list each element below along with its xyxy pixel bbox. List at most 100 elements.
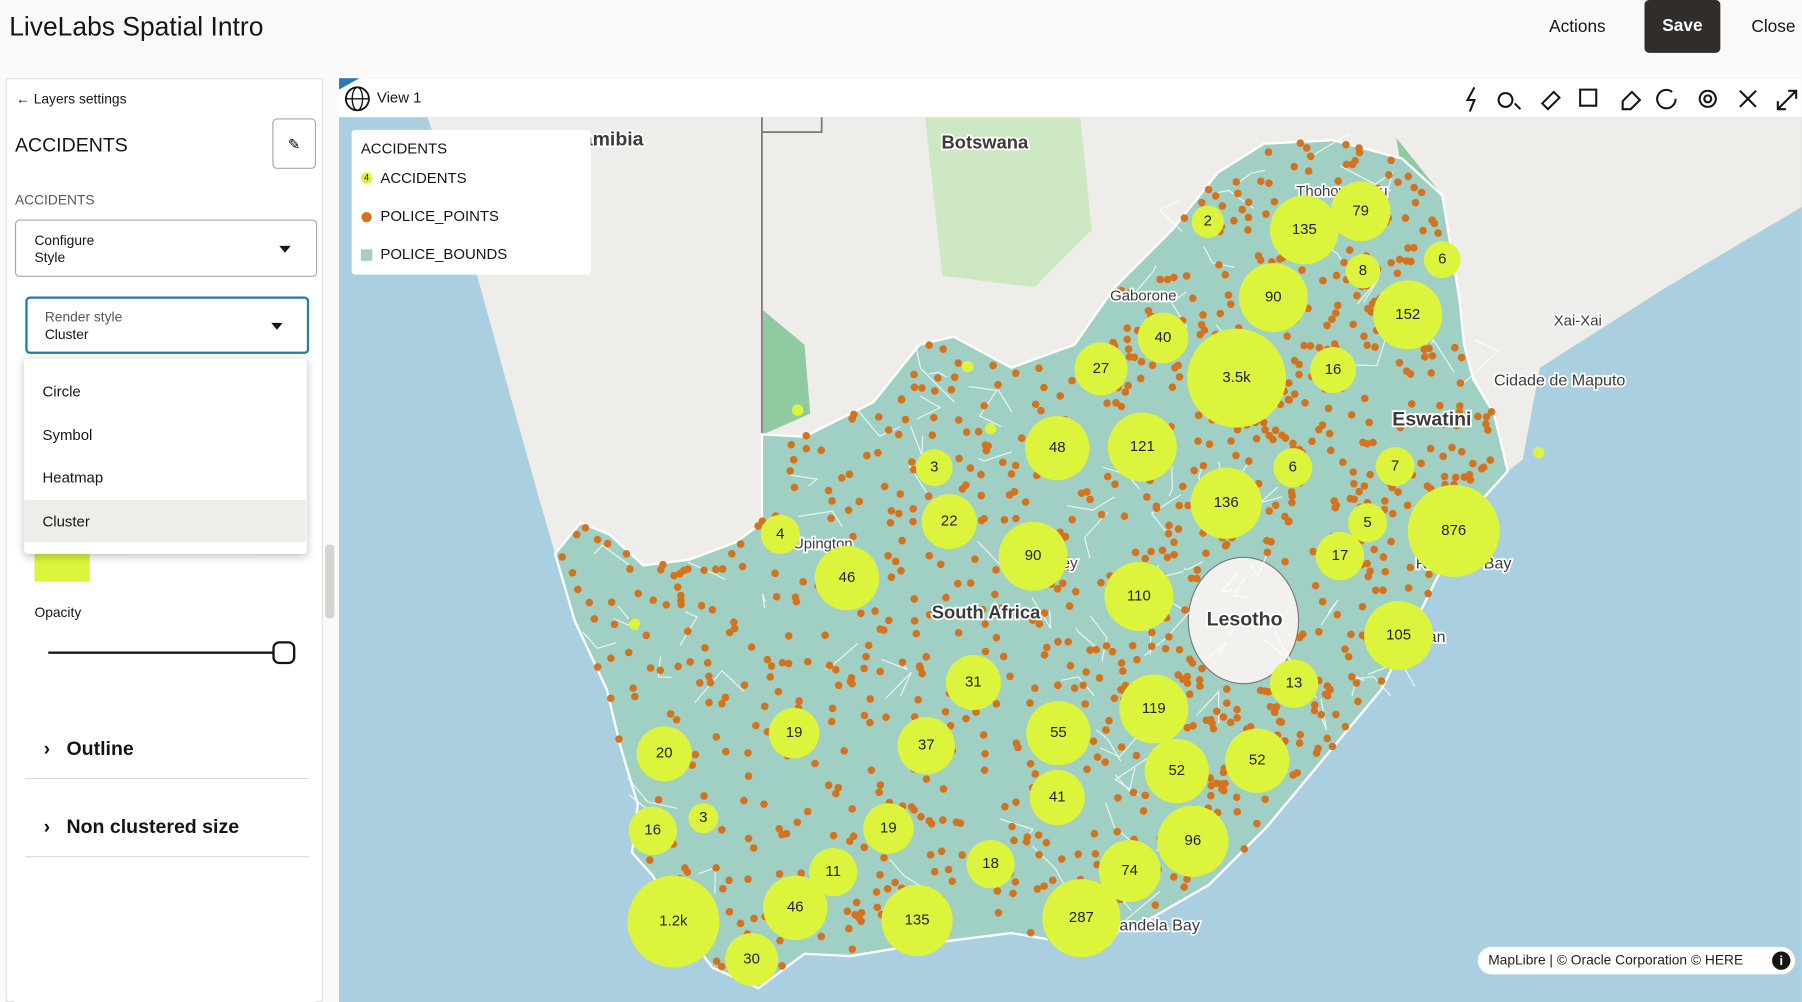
dropdown-option[interactable]: Symbol (42, 425, 93, 443)
splitter[interactable] (325, 544, 335, 619)
police-point (1333, 610, 1342, 619)
police-point (740, 796, 748, 805)
police-point (1164, 529, 1173, 538)
police-point (1321, 690, 1330, 699)
police-point (634, 589, 643, 598)
police-point (1005, 491, 1014, 499)
police-point (1311, 701, 1319, 709)
police-point (1218, 785, 1226, 793)
police-point (1487, 408, 1496, 416)
dropdown-option[interactable]: Heatmap (42, 468, 104, 487)
police-point (1261, 687, 1269, 696)
police-point (1125, 353, 1134, 361)
police-point (834, 783, 843, 792)
police-point (926, 850, 935, 859)
police-point (607, 654, 615, 662)
police-point (1256, 256, 1265, 264)
cluster (1098, 839, 1161, 903)
non-clustered-section[interactable]: › Non clustered size (25, 807, 310, 858)
police-point (649, 596, 657, 604)
police-point (1233, 425, 1242, 434)
police-point (884, 426, 893, 434)
cluster (814, 545, 880, 611)
police-point (574, 585, 582, 594)
police-point (824, 486, 833, 495)
police-point (717, 962, 726, 971)
police-point (1180, 883, 1188, 891)
map[interactable]: NamibiaBotswanaGaboroneThohoyandouXai-Xa… (339, 78, 1802, 1002)
cluster-label: 3 (699, 809, 707, 826)
cluster-label: 121 (1130, 438, 1155, 455)
police-point (827, 717, 836, 726)
police-point (1395, 255, 1404, 264)
police-point (1419, 226, 1427, 235)
cluster-label: 79 (1352, 202, 1369, 219)
cluster-label: 7 (1391, 457, 1399, 474)
police-point (824, 781, 833, 790)
dropdown-option[interactable]: Circle (42, 382, 81, 400)
police-point (1091, 850, 1100, 858)
police-point (776, 936, 784, 945)
render-style-select[interactable]: Render style Cluster (25, 296, 310, 354)
outline-section[interactable]: › Outline (25, 729, 310, 780)
police-point (978, 605, 987, 614)
cluster-label: 2 (1204, 213, 1212, 230)
police-point (646, 664, 655, 672)
toolbar-icon[interactable] (1739, 90, 1757, 108)
police-point (1411, 198, 1420, 207)
cluster (1025, 415, 1090, 481)
police-point (1349, 320, 1357, 329)
police-point (603, 539, 612, 548)
police-point (1165, 521, 1173, 530)
police-point (867, 766, 876, 774)
police-point (1131, 548, 1140, 557)
toolbar-icon[interactable] (1465, 86, 1476, 112)
cluster (1026, 700, 1091, 766)
dropdown-option[interactable]: Cluster (24, 499, 306, 542)
save-button[interactable]: Save (1644, 0, 1721, 53)
toolbar-icon[interactable] (1656, 88, 1677, 110)
toolbar-icon[interactable] (1776, 89, 1798, 111)
toolbar-icon[interactable] (1497, 92, 1522, 110)
police-point (883, 885, 892, 893)
police-point (1426, 444, 1435, 453)
police-point (863, 451, 871, 460)
boundary (1131, 265, 1157, 297)
slider-thumb[interactable] (272, 641, 296, 665)
boundary (613, 605, 638, 630)
police-point (1387, 156, 1395, 165)
police-point (607, 694, 615, 703)
police-point (1358, 602, 1367, 611)
edit-button[interactable]: ✎ (272, 118, 317, 169)
police-point (1151, 901, 1160, 909)
police-point (925, 610, 934, 619)
police-point (1369, 438, 1377, 447)
back-link[interactable]: ← Layers settings (16, 90, 127, 107)
toolbar-icon[interactable] (1579, 88, 1598, 107)
cluster-label: 16 (644, 822, 661, 839)
police-point (1117, 286, 1125, 295)
police-point (962, 714, 970, 723)
police-point (1407, 257, 1415, 266)
close-button[interactable]: Close (1751, 17, 1796, 37)
color-swatch[interactable] (34, 550, 90, 582)
police-point (1033, 885, 1042, 893)
toolbar-icon[interactable] (1698, 89, 1717, 108)
police-point (787, 440, 795, 449)
boundary (978, 451, 1013, 462)
toolbar-icon[interactable] (1621, 90, 1642, 111)
police-point (1388, 509, 1397, 518)
police-point (1284, 517, 1293, 526)
cluster-label: 119 (1142, 700, 1166, 717)
actions-button[interactable]: Actions (1549, 17, 1606, 37)
police-point (1227, 300, 1235, 308)
police-point (802, 444, 811, 453)
boundary (1168, 466, 1173, 497)
configure-select[interactable]: Configure Style (14, 219, 318, 277)
police-point (1365, 418, 1373, 427)
police-point (941, 708, 950, 716)
toolbar-icon[interactable] (1540, 90, 1561, 111)
police-point (1244, 213, 1253, 222)
cluster (1191, 205, 1224, 238)
police-point (686, 658, 694, 666)
